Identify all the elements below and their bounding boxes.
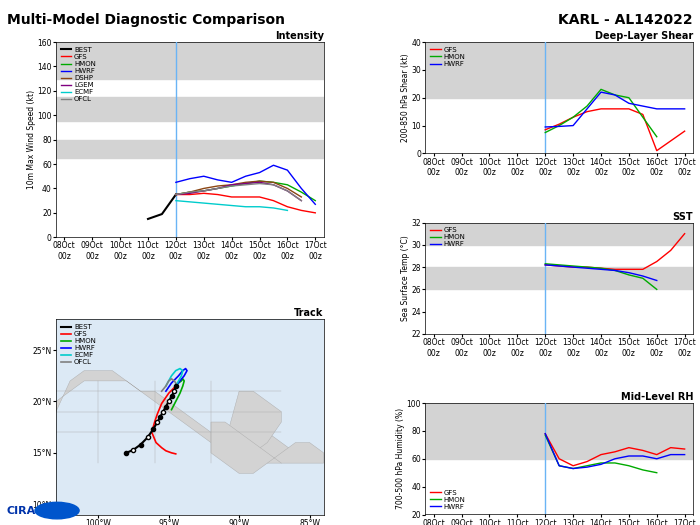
- Bar: [426, 70, 693, 98]
- Bar: [56, 97, 323, 121]
- Y-axis label: Sea Surface Temp (°C): Sea Surface Temp (°C): [401, 235, 410, 321]
- Bar: [56, 42, 323, 79]
- Text: Multi-Model Diagnostic Comparison: Multi-Model Diagnostic Comparison: [7, 13, 285, 27]
- Legend: GFS, HMON, HWRF: GFS, HMON, HWRF: [429, 226, 467, 249]
- Text: Intensity: Intensity: [274, 31, 323, 41]
- Bar: [426, 223, 693, 245]
- Bar: [426, 403, 693, 431]
- Circle shape: [35, 502, 79, 519]
- Bar: [426, 267, 693, 289]
- Text: Deep-Layer Shear: Deep-Layer Shear: [595, 31, 693, 41]
- Polygon shape: [56, 371, 295, 463]
- Legend: GFS, HMON, HWRF: GFS, HMON, HWRF: [429, 488, 467, 511]
- Polygon shape: [211, 422, 323, 474]
- Text: SST: SST: [673, 212, 693, 222]
- Bar: [426, 431, 693, 459]
- Text: CIRA: CIRA: [7, 506, 36, 516]
- Legend: BEST, GFS, HMON, HWRF, ECMF, OFCL: BEST, GFS, HMON, HWRF, ECMF, OFCL: [60, 323, 97, 366]
- Text: Track: Track: [294, 309, 323, 319]
- Text: Mid-Level RH: Mid-Level RH: [620, 392, 693, 402]
- Legend: BEST, GFS, HMON, HWRF, DSHP, LGEM, ECMF, OFCL: BEST, GFS, HMON, HWRF, DSHP, LGEM, ECMF,…: [60, 46, 97, 103]
- Y-axis label: 700-500 hPa Humidity (%): 700-500 hPa Humidity (%): [396, 408, 405, 509]
- Legend: GFS, HMON, HWRF: GFS, HMON, HWRF: [429, 46, 467, 68]
- Y-axis label: 200-850 hPa Shear (kt): 200-850 hPa Shear (kt): [401, 54, 410, 142]
- Text: KARL - AL142022: KARL - AL142022: [559, 13, 693, 27]
- Polygon shape: [225, 391, 281, 453]
- Bar: [56, 140, 323, 158]
- Y-axis label: 10m Max Wind Speed (kt): 10m Max Wind Speed (kt): [27, 90, 36, 189]
- Bar: [426, 42, 693, 70]
